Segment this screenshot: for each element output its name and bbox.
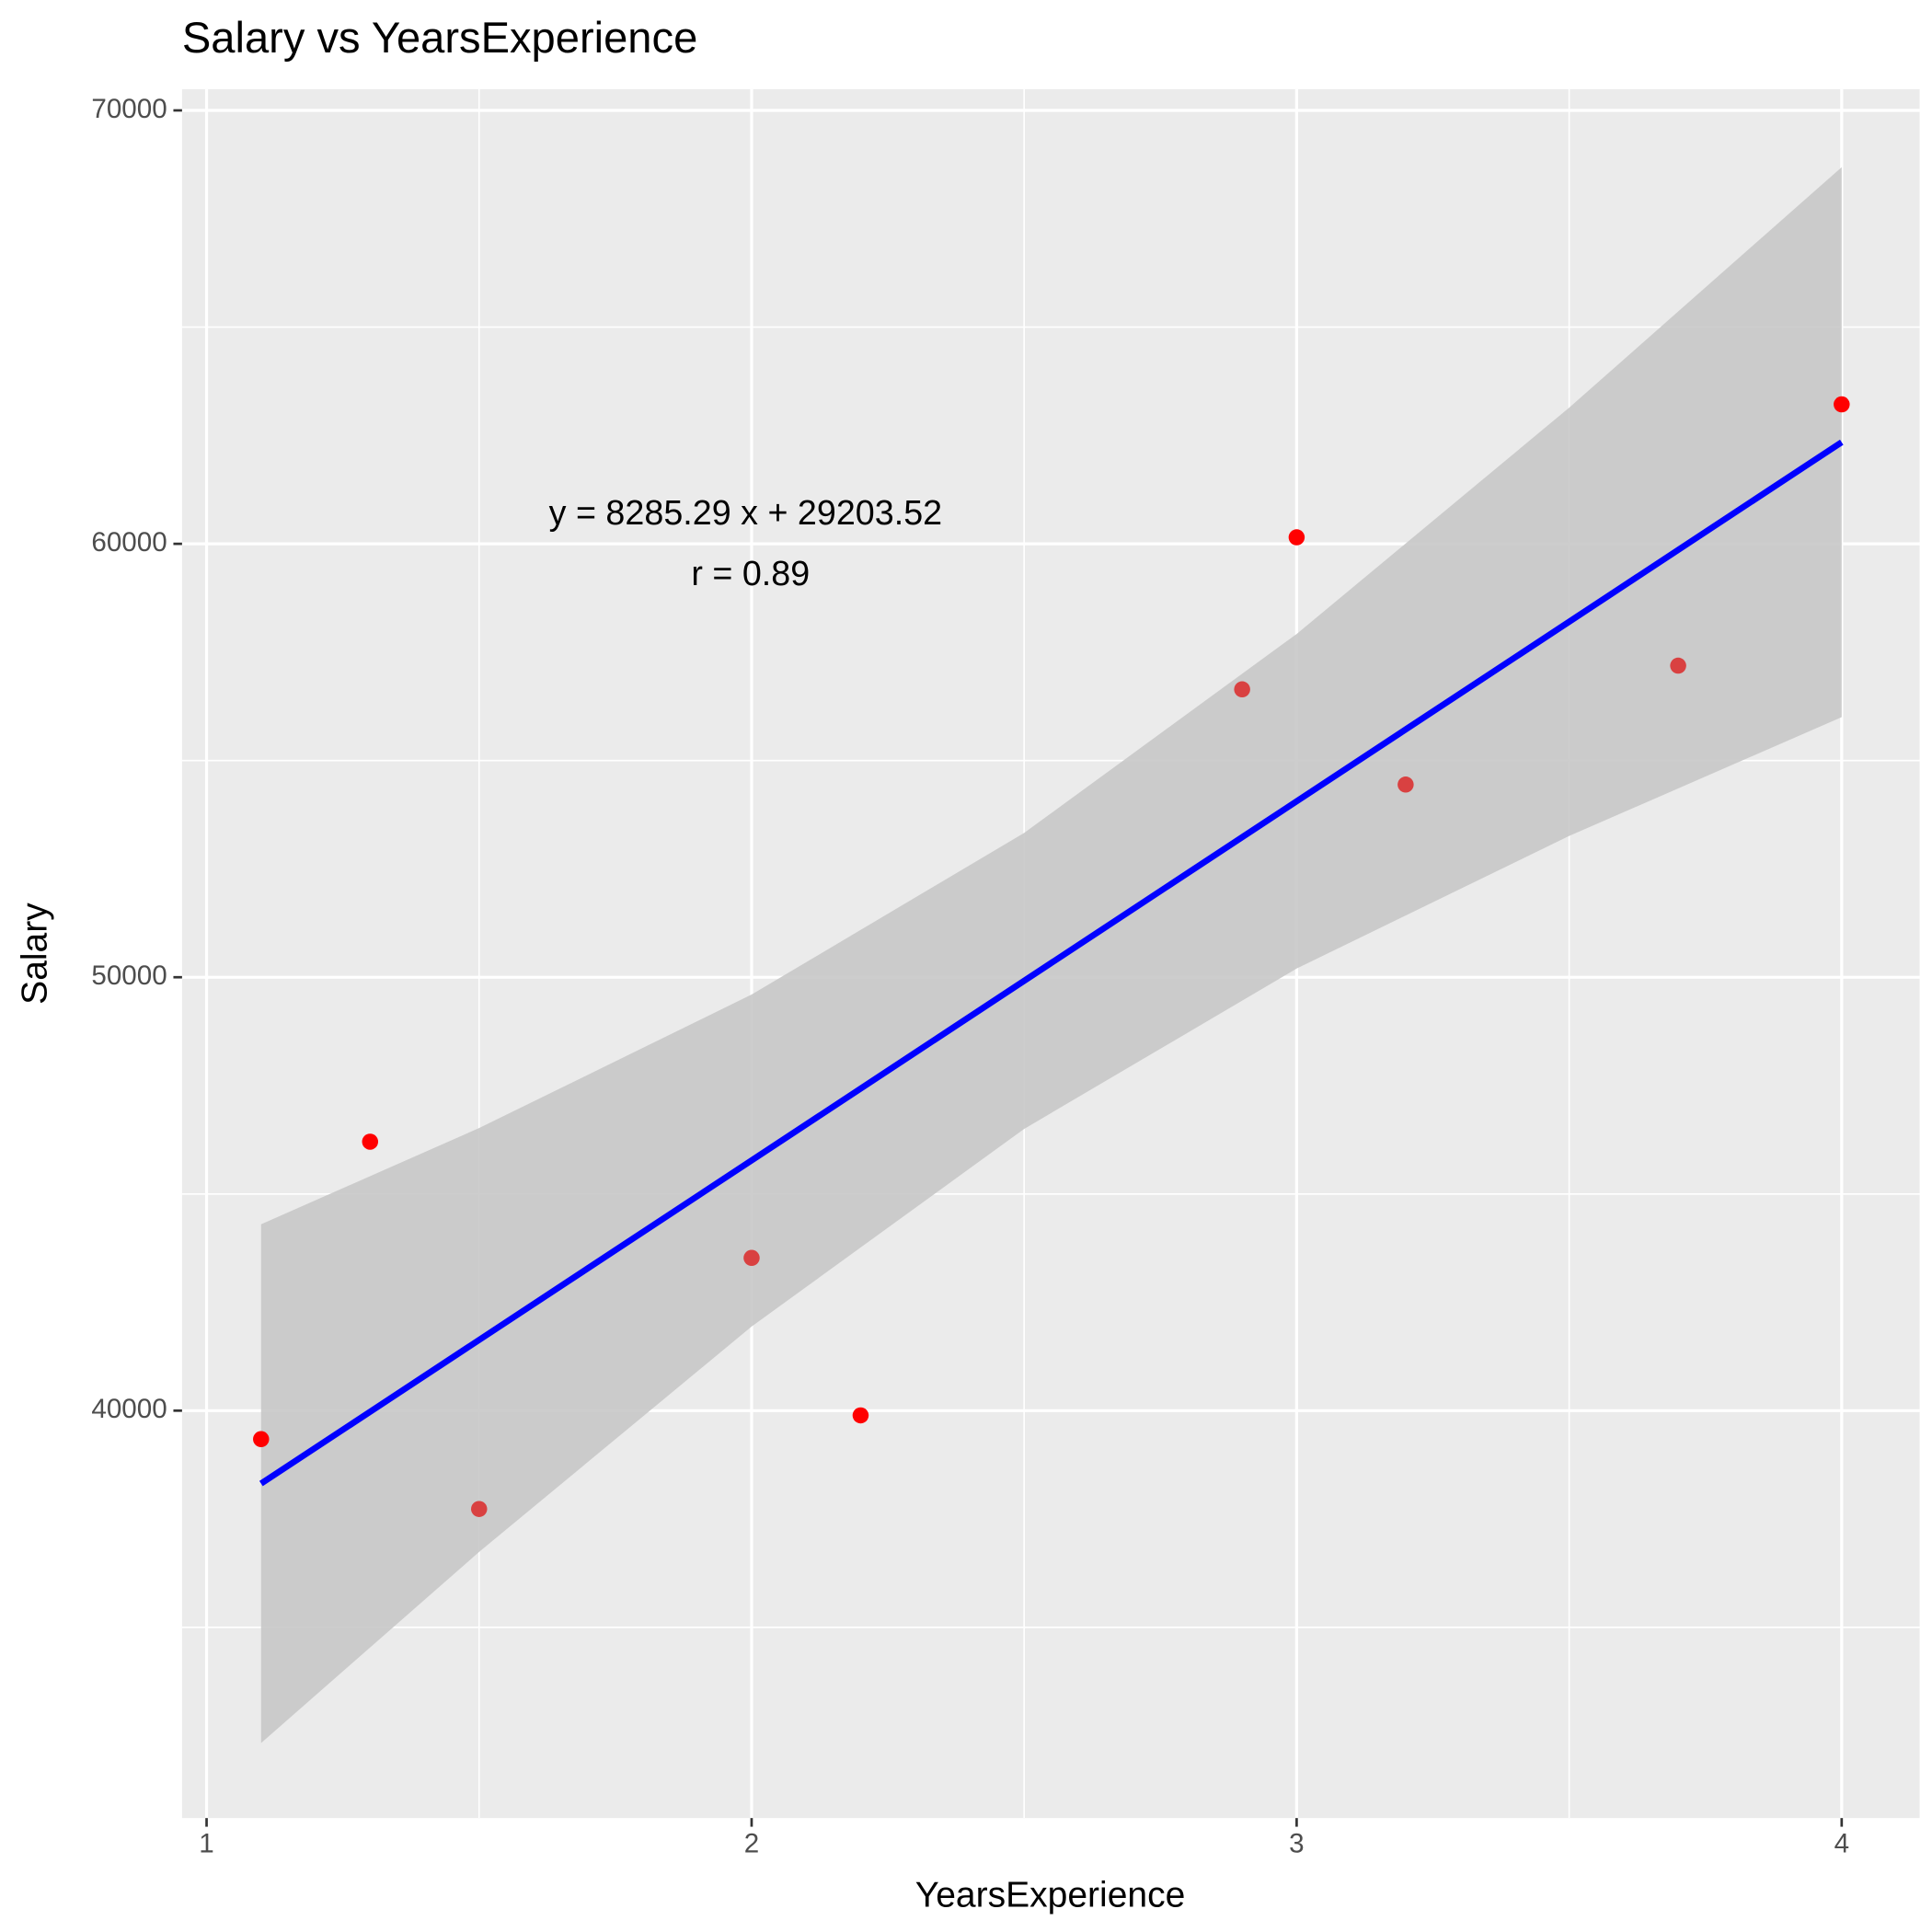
- point: [362, 1133, 379, 1150]
- y-tick-label: 60000: [91, 527, 167, 558]
- chart-title: Salary vs YearsExperience: [182, 13, 697, 62]
- point: [1397, 776, 1414, 793]
- y-axis-title: Salary: [16, 903, 55, 1005]
- point: [1288, 529, 1305, 546]
- point: [253, 1431, 270, 1448]
- point: [743, 1249, 760, 1267]
- annotation: r = 0.89: [691, 554, 810, 592]
- y-tick-label: 50000: [91, 960, 167, 991]
- y-tick-label: 40000: [91, 1394, 167, 1424]
- confidence-band: [260, 167, 1842, 1743]
- point: [852, 1407, 869, 1424]
- x-tick-label: 1: [199, 1829, 213, 1859]
- x-tick-label: 2: [744, 1829, 759, 1859]
- point: [1670, 657, 1686, 674]
- x-axis-title: YearsExperience: [915, 1876, 1186, 1915]
- x-tick-label: 4: [1834, 1829, 1849, 1859]
- point: [1234, 681, 1250, 698]
- fit-line: [259, 439, 1844, 1487]
- x-tick-label: 3: [1289, 1829, 1304, 1859]
- point: [1834, 396, 1850, 413]
- y-tick-label: 70000: [91, 94, 167, 124]
- annotation: y = 8285.29 x + 29203.52: [549, 493, 942, 532]
- point: [471, 1501, 488, 1517]
